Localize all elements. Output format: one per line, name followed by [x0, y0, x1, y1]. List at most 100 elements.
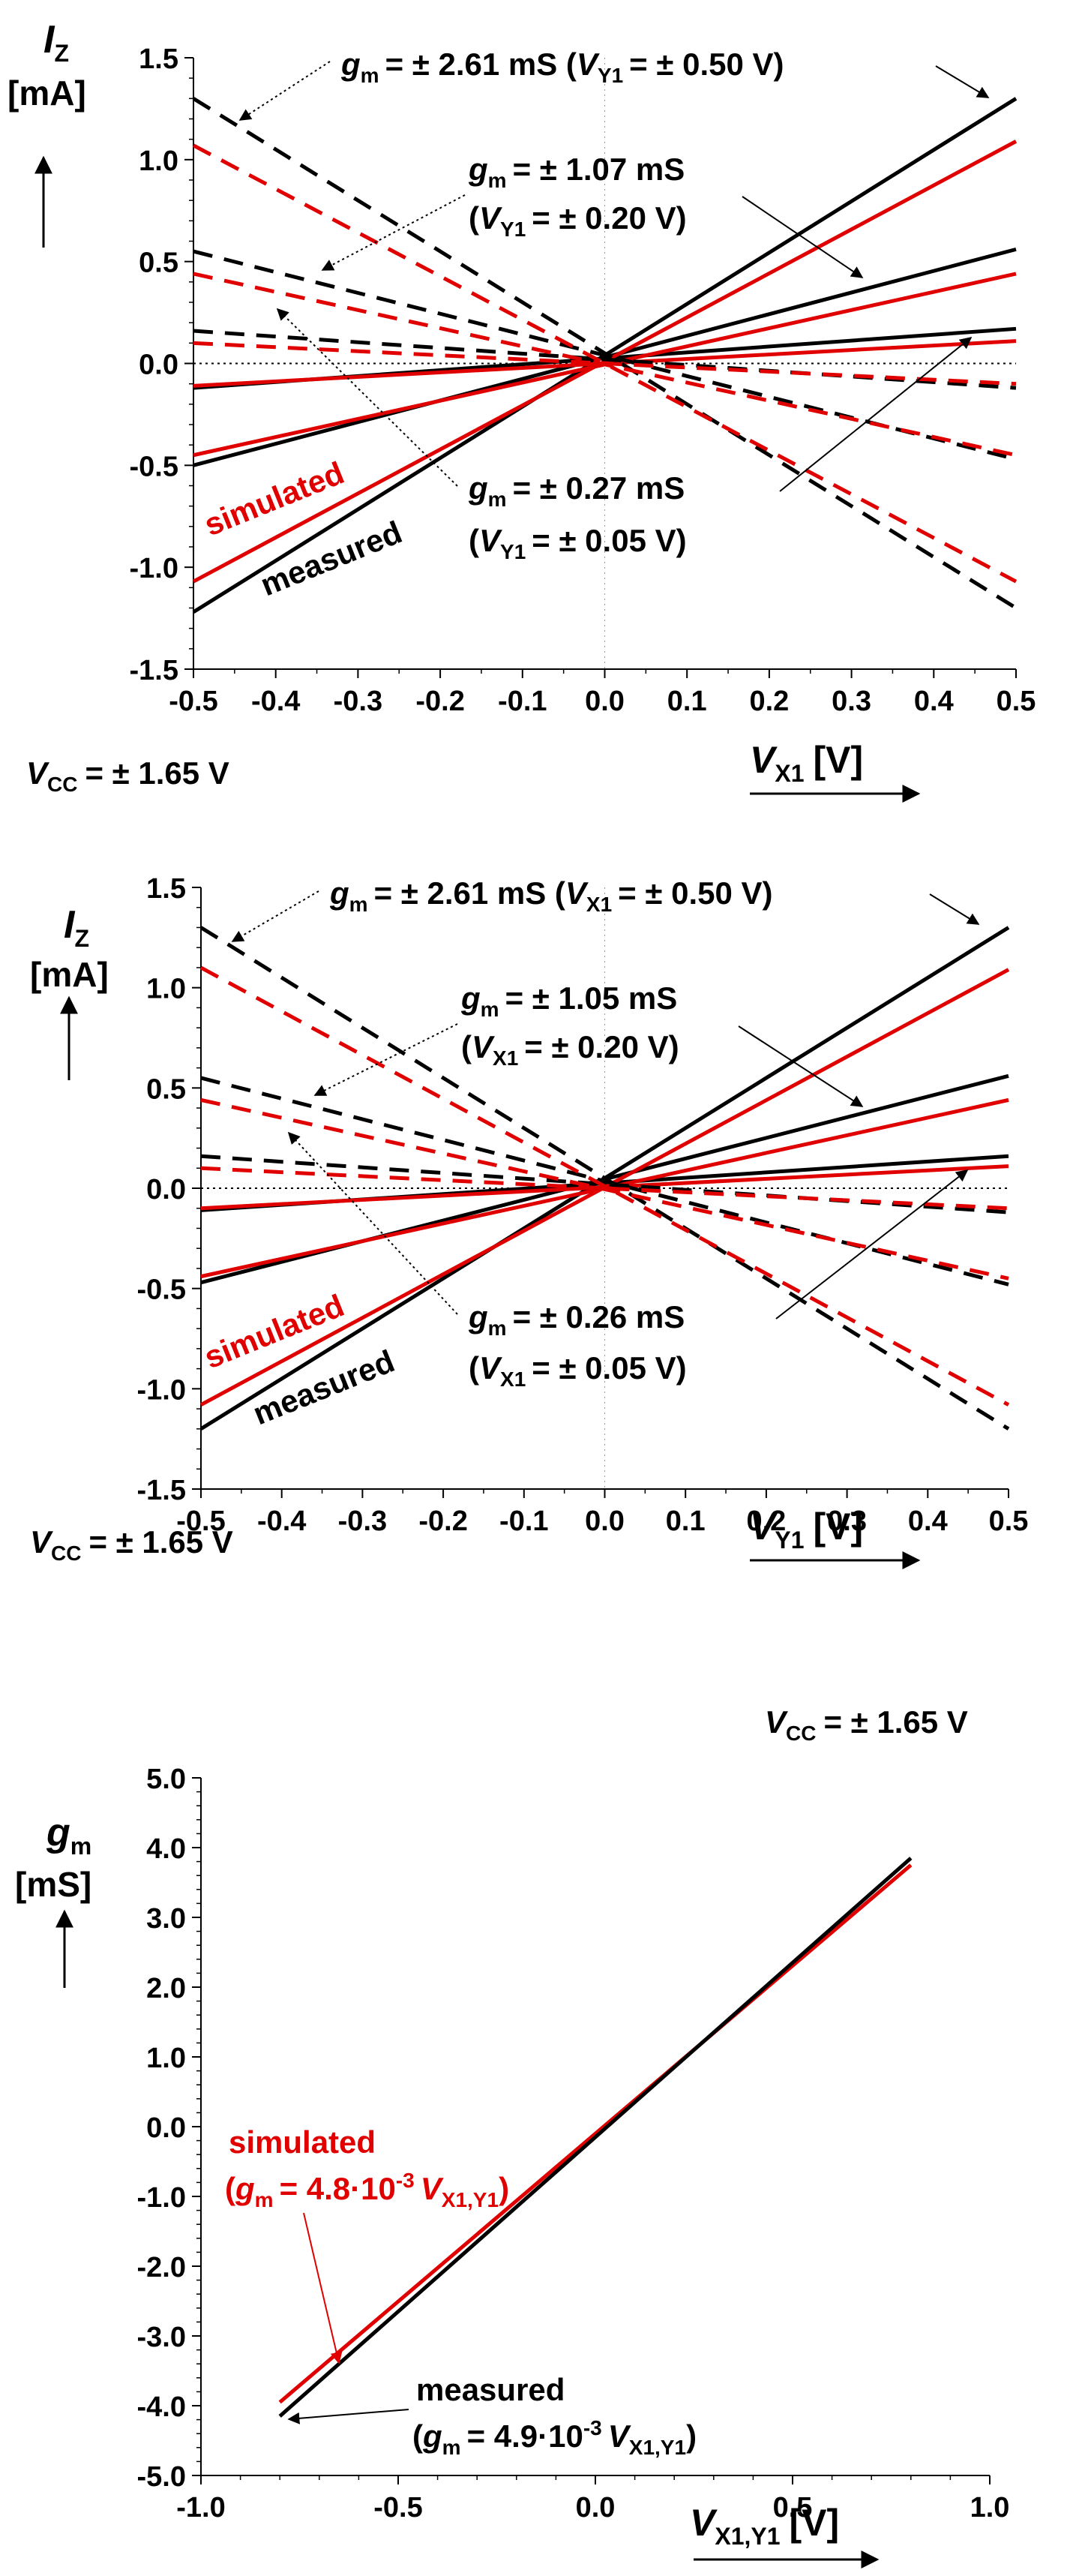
chart-2-annotation-gm-mid: gm = ± 1.05 mS: [460, 980, 677, 1021]
x-tick-label: -0.2: [418, 1506, 467, 1537]
y-tick-label: -0.5: [130, 451, 178, 482]
chart-3-legend-measured-arrow: [287, 2409, 409, 2424]
y-tick-label: 0.0: [139, 350, 178, 381]
x-tick-label: 0.3: [832, 686, 871, 717]
chart-3-legend-measured: measured: [416, 2372, 565, 2407]
series-measured-dashed-6: [192, 97, 1018, 610]
chart-3-legend-simulated-eq: (gm = 4.8·10-3 VX1,Y1): [225, 2169, 509, 2211]
y-tick-label: 1.5: [139, 44, 178, 75]
chart-1-ylabel: IZ: [43, 18, 69, 67]
chart-2-ylabel-unit: [mA]: [30, 955, 109, 994]
y-tick-label: 1.0: [139, 146, 178, 177]
y-tick-label: 0.5: [139, 248, 178, 279]
y-tick-label: -1.0: [137, 1374, 186, 1406]
y-tick-label: 1.0: [146, 974, 186, 1005]
chart-3-legend-simulated: simulated: [229, 2124, 376, 2160]
x-tick-label: 1.0: [970, 2492, 1010, 2523]
chart-1-annotation-gm-small: gm = ± 0.27 mS: [468, 470, 685, 511]
chart-2-annotation-arrow-mid-right: [738, 1025, 864, 1107]
x-tick-label: -1.0: [176, 2492, 225, 2523]
chart-2-annotation-arrow-large-left: [231, 890, 319, 942]
x-tick-label: -0.4: [251, 686, 300, 717]
chart-3-series: [278, 1857, 913, 2418]
chart-1-annotation-arrow-small-left: [276, 308, 458, 487]
chart-2-legend-simulated: simulated: [199, 1287, 349, 1375]
x-tick-label: -0.2: [415, 686, 464, 717]
y-tick-label: -5.0: [137, 2461, 186, 2493]
series-simulated-solid-3: [192, 140, 1018, 584]
x-tick-label: 0.5: [989, 1506, 1029, 1537]
chart-1-series: [192, 97, 1018, 614]
series-measured-dashed-7: [200, 1076, 1009, 1286]
chart-1-xlabel: VX1 [V]: [750, 739, 863, 787]
chart-2-annotation-arrow-large-right: [929, 893, 980, 925]
x-tick-label: -0.5: [373, 2492, 422, 2523]
x-tick-label: -0.1: [499, 1506, 548, 1537]
x-tick-label: 0.2: [746, 1506, 786, 1537]
chart-3-axes: [192, 1777, 991, 2484]
x-tick-label: -0.5: [169, 686, 217, 717]
chart-3-vcc: VCC = ± 1.65 V: [765, 1704, 968, 1745]
chart-1-tick-labels: -1.5 -1.0 -0.5 0.0 0.5 1.0 1.5 -0.5 -0.4 -0.3 -0.2…: [130, 44, 1036, 717]
chart-1-annotation-arrow-large-right: [935, 65, 990, 98]
series-measured-dashed-6: [199, 926, 1010, 1431]
chart-1-annotation-gm-small-cond: (VY1 = ± 0.05 V): [469, 523, 687, 563]
x-tick-label: 0.0: [585, 686, 625, 717]
chart-2-annotation-gm-large: gm = ± 2.61 mS (VX1 = ± 0.50 V): [329, 875, 773, 916]
x-tick-label: 0.2: [749, 686, 789, 717]
series-simulated-dashed-10: [200, 1097, 1009, 1280]
x-tick-label: 0.4: [914, 686, 954, 717]
x-tick-label: -0.1: [498, 686, 547, 717]
chart-2-xlabel: VY1 [V]: [750, 1506, 863, 1554]
series-measured-solid-1: [278, 1857, 913, 2418]
y-tick-label: 0.5: [146, 1073, 186, 1105]
chart-1-annotation-arrow-mid-left: [321, 194, 466, 271]
chart-2-tick-labels: -1.5 -1.0 -0.5 0.0 0.5 1.0 1.5 -0.5 -0.4 -0.3 -0.2…: [137, 873, 1029, 1537]
chart-3-tick-labels: -5.0 -4.0 -3.0 -2.0 -1.0 0.0 1.0 2.0 3.0 4.0 5.0 -1…: [137, 1764, 1010, 2523]
x-tick-label: -0.3: [338, 1506, 387, 1537]
chart-2-annotation-gm-small: gm = ± 0.26 mS: [468, 1299, 685, 1340]
chart-3-xlabel: VX1,Y1 [V]: [690, 2502, 839, 2550]
y-tick-label: -1.5: [137, 1475, 186, 1506]
x-tick-label: 0.0: [576, 2492, 616, 2523]
y-tick-label: -1.0: [137, 2182, 186, 2214]
y-tick-label: -1.5: [130, 655, 178, 686]
y-tick-label: 4.0: [146, 1833, 186, 1865]
chart-2-annotation-arrow-mid-left: [313, 1023, 458, 1096]
chart-2: -1.5 -1.0 -0.5 0.0 0.5 1.0 1.5 -0.5 -0.4 -0.3 -0.2…: [30, 873, 1029, 1569]
y-tick-label: 5.0: [146, 1764, 186, 1795]
series-simulated-solid-0: [278, 1863, 913, 2404]
chart-1-annotation-gm-large: gm = ± 2.61 mS (VY1 = ± 0.50 V): [340, 47, 784, 87]
chart-3: -5.0 -4.0 -3.0 -2.0 -1.0 0.0 1.0 2.0 3.0 4.0 5.0 -1…: [15, 1704, 1010, 2568]
chart-3-legend-simulated-arrow: [303, 2212, 343, 2364]
chart-2-annotation-arrow-small-left: [287, 1131, 458, 1315]
chart-1-annotation-arrow-large-left: [238, 61, 331, 121]
chart-2-ylabel: IZ: [64, 903, 89, 952]
y-tick-label: -2.0: [137, 2252, 186, 2283]
chart-1-annotation-gm-mid-cond: (VY1 = ± 0.20 V): [469, 200, 687, 241]
series-simulated-dashed-9: [199, 965, 1010, 1407]
y-tick-label: 0.0: [146, 1174, 186, 1205]
chart-2-annotation-gm-small-cond: (VX1 = ± 0.05 V): [469, 1350, 687, 1391]
x-tick-label: 0.3: [827, 1506, 867, 1537]
chart-2-vcc: VCC = ± 1.65 V: [30, 1524, 233, 1565]
x-tick-label: 0.1: [667, 686, 707, 717]
chart-2-annotation-gm-mid-cond: (VX1 = ± 0.20 V): [461, 1029, 679, 1070]
x-tick-label: 0.0: [585, 1506, 625, 1537]
x-tick-label: -0.3: [334, 686, 382, 717]
y-tick-label: -4.0: [137, 2391, 186, 2423]
y-tick-label: 0.0: [146, 2112, 186, 2144]
chart-1-annotation-arrow-small-right: [779, 336, 973, 492]
chart-3-ylabel-unit: [mS]: [15, 1865, 91, 1904]
chart-1-ylabel-unit: [mA]: [7, 74, 86, 113]
chart-1-vcc: VCC = ± 1.65 V: [26, 755, 229, 796]
chart-2-series: [199, 926, 1010, 1431]
chart-1-annotation-arrow-mid-right: [742, 196, 864, 278]
y-tick-label: -0.5: [137, 1274, 186, 1306]
x-tick-label: 0.5: [773, 2492, 813, 2523]
y-tick-label: -1.0: [130, 553, 178, 584]
chart-3-legend-measured-eq: (gm = 4.9·10-3 VX1,Y1): [412, 2416, 697, 2459]
x-tick-label: 0.4: [908, 1506, 948, 1537]
y-tick-label: 2.0: [146, 1973, 186, 2004]
